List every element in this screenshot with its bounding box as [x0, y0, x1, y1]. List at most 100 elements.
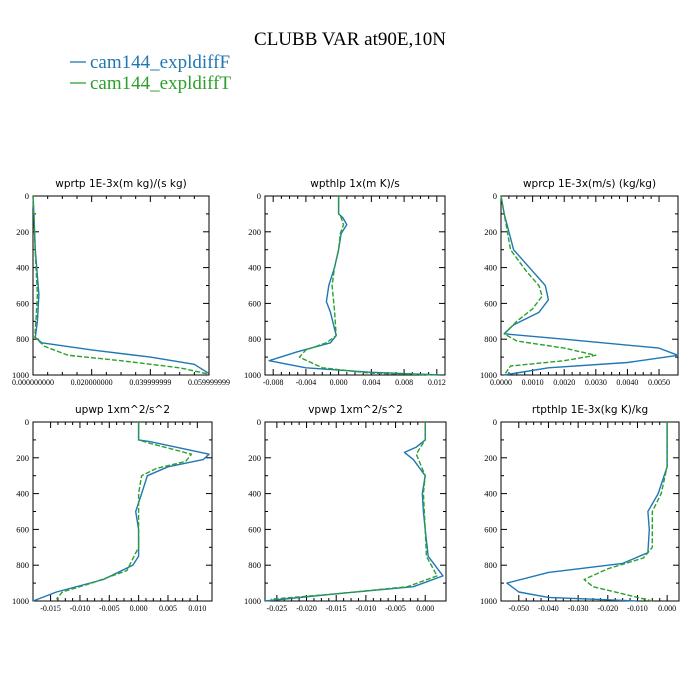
x-tick-label: -0.015	[40, 604, 61, 613]
plot-frame	[264, 195, 446, 376]
panel-grid: wprtp 1E-3x(m kg)/(s kg) 0 200 400 600 800 100…	[12, 178, 680, 613]
panel-title: wpthlp 1x(m K)/s	[310, 178, 400, 190]
y-tick-label: 0	[257, 191, 261, 201]
x-tick-label: 0.012	[428, 378, 446, 387]
x-tick-label: -0.020	[597, 604, 618, 613]
y-tick-label: 600	[484, 298, 497, 308]
series-line-2	[500, 195, 597, 376]
x-tick-label: 0.000	[416, 604, 434, 613]
y-tick-label: 800	[16, 334, 29, 344]
y-tick-label: 1000	[480, 370, 497, 380]
y-tick-label: 600	[248, 524, 261, 534]
series-line-2	[55, 422, 193, 600]
x-tick-label: 0.000	[130, 604, 148, 613]
x-tick-label: -0.050	[508, 604, 529, 613]
x-tick-label: 0.008	[395, 378, 413, 387]
panel-3: wprcp 1E-3x(m/s) (kg/kg) 0 200 400 600 800 100…	[480, 178, 679, 387]
y-tick-label: 400	[248, 489, 261, 499]
legend-label-2: cam144_expldiffT	[90, 73, 231, 94]
y-tick-label: 200	[248, 453, 261, 463]
x-tick-label: -0.005	[385, 604, 406, 613]
x-tick-label: 0.0050	[648, 378, 670, 387]
plot-frame	[32, 195, 210, 376]
panel-5: vpwp 1xm^2/s^2 0 200 400 600 800 1000 -0.025 -0.…	[244, 404, 447, 613]
y-tick-label: 600	[484, 524, 497, 534]
y-tick-label: 1000	[244, 370, 261, 380]
x-tick-label: -0.040	[538, 604, 559, 613]
x-tick-label: 0.0020	[553, 378, 575, 387]
x-tick-label: -0.005	[99, 604, 120, 613]
panel-6: rtpthlp 1E-3x(kg K)/kg 0 200 400 600 800 1000 -…	[480, 404, 680, 613]
x-tick-label: -0.030	[568, 604, 589, 613]
panel-4: upwp 1xm^2/s^2 0 200 400 600 800 1000 -0.015 -0.…	[12, 404, 213, 613]
y-tick-label: 200	[484, 227, 497, 237]
series-line-1	[500, 195, 679, 376]
y-tick-label: 800	[484, 560, 497, 570]
plot-frame	[500, 195, 679, 376]
y-tick-label: 1000	[244, 596, 261, 606]
series-line-2	[32, 195, 209, 375]
y-tick-label: 800	[248, 334, 261, 344]
y-tick-label: 400	[484, 489, 497, 499]
y-tick-label: 400	[484, 263, 497, 273]
y-tick-label: 0	[493, 191, 497, 201]
legend: cam144_expldiffF cam144_expldiffT	[70, 52, 231, 94]
x-tick-label: 0.0030	[585, 378, 607, 387]
x-tick-label: -0.015	[326, 604, 347, 613]
y-tick-label: 200	[248, 227, 261, 237]
y-tick-label: 600	[248, 298, 261, 308]
x-tick-label: 0.000000000	[12, 378, 54, 387]
series-line-1	[264, 422, 444, 602]
y-tick-label: 1000	[480, 596, 497, 606]
x-tick-label: -0.004	[296, 378, 317, 387]
panel-title: wprcp 1E-3x(m/s) (kg/kg)	[523, 178, 656, 190]
y-tick-label: 0	[493, 417, 497, 427]
y-tick-label: 0	[25, 417, 29, 427]
y-tick-label: 200	[16, 227, 29, 237]
y-tick-label: 1000	[12, 370, 29, 380]
x-tick-label: 0.000	[330, 378, 348, 387]
x-tick-label: -0.020	[296, 604, 317, 613]
series-line-1	[32, 422, 210, 602]
panel-1: wprtp 1E-3x(m kg)/(s kg) 0 200 400 600 800 100…	[12, 178, 230, 387]
x-tick-label: -0.025	[267, 604, 288, 613]
y-tick-label: 400	[16, 489, 29, 499]
y-tick-label: 1000	[12, 596, 29, 606]
y-tick-label: 800	[484, 334, 497, 344]
y-tick-label: 600	[16, 524, 29, 534]
x-tick-label: 0.0000	[490, 378, 512, 387]
x-tick-label: 0.039999999	[129, 378, 171, 387]
panel-title: upwp 1xm^2/s^2	[75, 404, 170, 416]
panel-title: rtpthlp 1E-3x(kg K)/kg	[532, 404, 648, 416]
x-tick-label: -0.010	[70, 604, 91, 613]
x-tick-label: 0.000	[658, 604, 676, 613]
x-tick-label: 0.004	[362, 378, 380, 387]
x-tick-label: 0.010	[188, 604, 206, 613]
y-tick-label: 0	[257, 417, 261, 427]
series-line-1	[32, 195, 209, 374]
x-tick-label: 0.005	[159, 604, 177, 613]
panel-2: wpthlp 1x(m K)/s 0 200 400 600 800 1000-0.008 -…	[244, 178, 446, 387]
series-line-2	[270, 422, 438, 600]
y-tick-label: 800	[248, 560, 261, 570]
panel-title: wprtp 1E-3x(m kg)/(s kg)	[55, 178, 186, 190]
legend-label-1: cam144_expldiffF	[90, 52, 230, 73]
y-tick-label: 400	[16, 263, 29, 273]
y-tick-label: 400	[248, 263, 261, 273]
series-line-2	[298, 196, 441, 376]
series-line-1	[268, 196, 441, 376]
y-tick-label: 800	[16, 560, 29, 570]
x-tick-label: 0.020000000	[71, 378, 113, 387]
y-tick-label: 200	[16, 453, 29, 463]
panel-title: vpwp 1xm^2/s^2	[308, 404, 403, 416]
x-tick-label: 0.059999999	[188, 378, 230, 387]
y-tick-label: 200	[484, 453, 497, 463]
series-line-2	[583, 422, 668, 602]
x-tick-label: 0.0040	[616, 378, 638, 387]
figure-title: CLUBB VAR at90E,10N	[254, 29, 446, 50]
x-tick-label: -0.010	[356, 604, 377, 613]
x-tick-label: 0.0010	[522, 378, 544, 387]
y-tick-label: 0	[25, 191, 29, 201]
y-tick-label: 600	[16, 298, 29, 308]
